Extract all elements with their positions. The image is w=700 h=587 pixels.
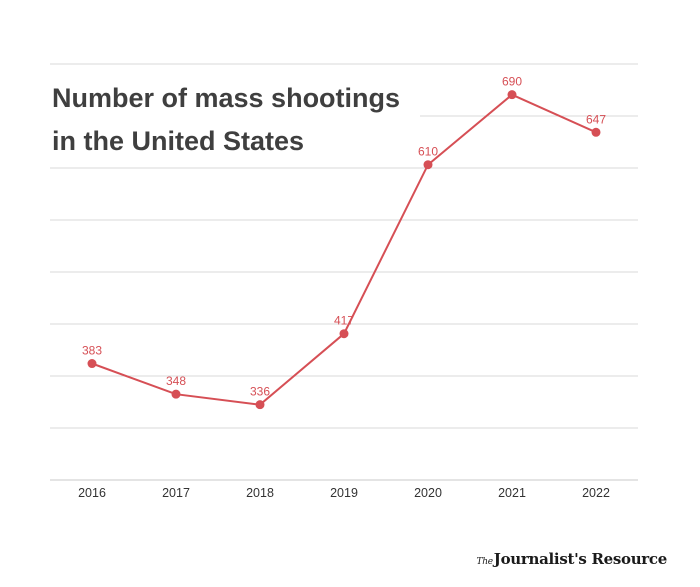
- data-point-2019: [339, 329, 349, 339]
- data-points: [87, 90, 601, 410]
- logo-the-text: The: [476, 557, 494, 567]
- journalists-resource-logo: TheJournalist's Resource: [476, 550, 668, 568]
- data-label-2021: 690: [502, 75, 522, 89]
- x-tick-label-2021: 2021: [498, 486, 526, 500]
- x-tick-label-2018: 2018: [246, 486, 274, 500]
- data-label-2018: 336: [250, 385, 270, 399]
- data-label-2017: 348: [166, 374, 186, 388]
- data-label-2016: 383: [82, 344, 102, 358]
- data-label-2020: 610: [418, 145, 438, 159]
- chart-title-line-1: Number of mass shootings: [52, 83, 400, 113]
- x-tick-label-2022: 2022: [582, 486, 610, 500]
- data-point-2021: [507, 90, 517, 100]
- data-point-2016: [87, 359, 97, 369]
- x-tick-label-2020: 2020: [414, 486, 442, 500]
- chart-title-line-2: in the United States: [52, 126, 304, 156]
- logo-name-text: Journalist's Resource: [493, 550, 668, 568]
- data-label-2019: 417: [334, 314, 354, 328]
- x-tick-label-2016: 2016: [78, 486, 106, 500]
- data-point-2017: [171, 389, 181, 399]
- x-tick-label-2019: 2019: [330, 486, 358, 500]
- data-point-2020: [423, 160, 433, 170]
- data-point-2022: [591, 127, 601, 137]
- data-labels: 383 348 336 417 610 690 647: [82, 75, 606, 399]
- x-tick-label-2017: 2017: [162, 486, 190, 500]
- data-label-2022: 647: [586, 112, 606, 126]
- data-point-2018: [255, 400, 265, 410]
- x-axis-tick-labels: 2016 2017 2018 2019 2020 2021 2022: [78, 486, 610, 500]
- title-backdrop: [48, 74, 420, 166]
